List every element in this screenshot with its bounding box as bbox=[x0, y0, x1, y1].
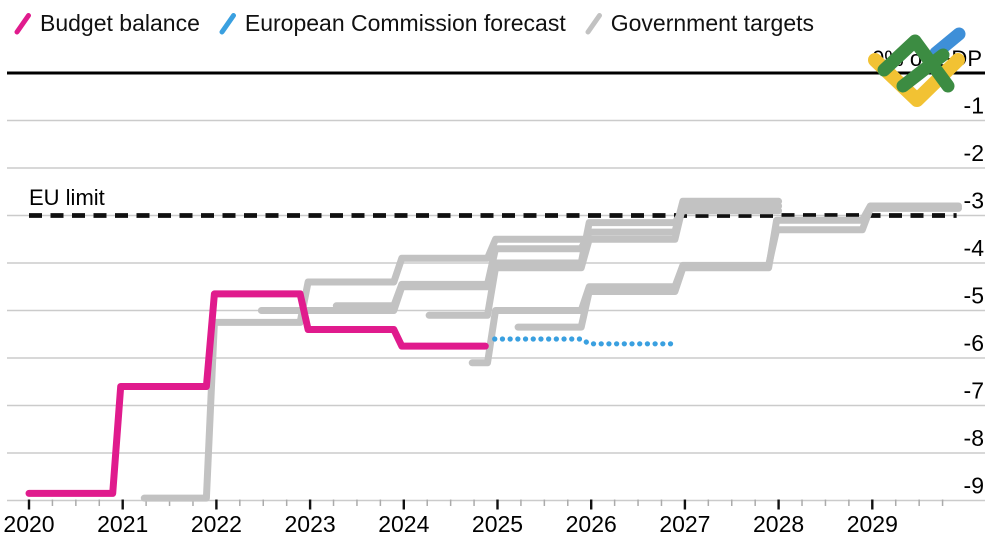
series-government-target-2 bbox=[257, 207, 783, 314]
x-tick-label: 2027 bbox=[659, 511, 710, 537]
series-government-target-6 bbox=[514, 202, 962, 331]
x-tick-label: 2025 bbox=[472, 511, 523, 537]
y-tick-label: -1 bbox=[964, 93, 984, 119]
legend-label-budget-balance: Budget balance bbox=[40, 10, 200, 36]
logo-green-chevron bbox=[877, 34, 955, 93]
series-government-target-1 bbox=[140, 235, 595, 502]
x-tick-label: 2020 bbox=[3, 511, 54, 537]
y-tick-label: -2 bbox=[964, 140, 984, 166]
x-tick-label: 2022 bbox=[191, 511, 242, 537]
legend-item-government-targets: Government targets bbox=[585, 10, 814, 37]
y-tick-label: -3 bbox=[964, 188, 984, 214]
litefinance-logo bbox=[868, 27, 966, 107]
eu-limit-annotation: EU limit bbox=[29, 185, 105, 210]
y-tick-label: -4 bbox=[964, 235, 985, 261]
y-tick-label: -9 bbox=[964, 473, 984, 499]
legend-item-budget-balance: Budget balance bbox=[14, 10, 200, 37]
x-tick-label: 2024 bbox=[378, 511, 429, 537]
legend-label-government-targets: Government targets bbox=[610, 10, 814, 36]
y-tick-label: -6 bbox=[964, 330, 984, 356]
ec-forecast-slash-icon bbox=[219, 13, 236, 35]
series-government-target-4 bbox=[425, 202, 783, 319]
series-budget-balance bbox=[25, 290, 489, 497]
budget-balance-slash-icon bbox=[14, 13, 31, 35]
legend-label-ec-forecast: European Commission forecast bbox=[244, 10, 566, 36]
x-tick-label: 2023 bbox=[285, 511, 336, 537]
x-tick-label: 2028 bbox=[753, 511, 804, 537]
x-tick-label: 2029 bbox=[847, 511, 898, 537]
x-tick-label: 2021 bbox=[97, 511, 148, 537]
x-tick-label: 2026 bbox=[566, 511, 617, 537]
series-european-commission-forecast bbox=[492, 336, 676, 347]
chart-legend: Budget balance European Commission forec… bbox=[14, 10, 814, 37]
y-tick-label: -5 bbox=[964, 283, 984, 309]
y-tick-label: -7 bbox=[964, 378, 984, 404]
legend-item-ec-forecast: European Commission forecast bbox=[219, 10, 566, 37]
government-targets-slash-icon bbox=[585, 13, 602, 35]
y-tick-label: -8 bbox=[964, 425, 984, 451]
series-government-target-5 bbox=[468, 204, 962, 367]
